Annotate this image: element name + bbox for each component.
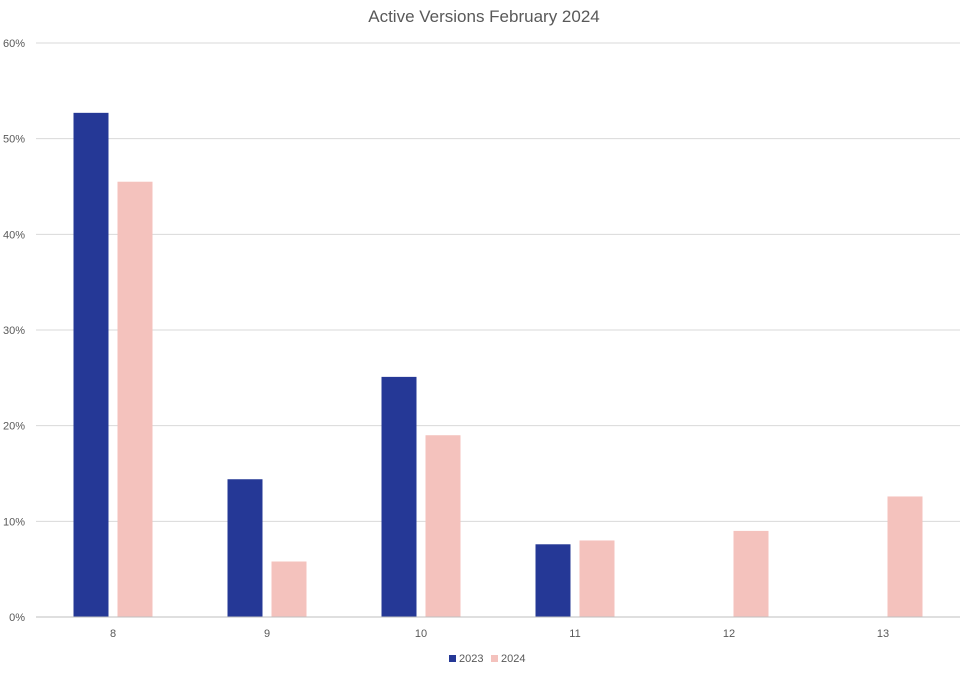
- y-tick-label: 10%: [3, 516, 25, 528]
- x-tick-label: 13: [877, 628, 889, 640]
- legend-label: 2024: [501, 653, 525, 665]
- y-tick-label: 0%: [9, 612, 25, 624]
- bar-2024-11: [579, 540, 615, 617]
- y-tick-label: 60%: [3, 38, 25, 50]
- bar-2024-13: [887, 496, 923, 617]
- x-tick-label: 12: [723, 628, 735, 640]
- legend-label: 2023: [459, 653, 483, 665]
- x-tick-label: 8: [110, 628, 116, 640]
- bar-2024-10: [425, 435, 461, 617]
- y-tick-label: 20%: [3, 421, 25, 433]
- bar-2023-9: [227, 479, 263, 617]
- y-tick-label: 40%: [3, 229, 25, 241]
- y-tick-label: 30%: [3, 325, 25, 337]
- x-tick-label: 10: [415, 628, 427, 640]
- legend-swatch: [449, 655, 456, 662]
- bar-2023-11: [535, 544, 571, 617]
- bar-2024-12: [733, 530, 769, 617]
- bar-2023-10: [381, 376, 417, 617]
- bar-2023-8: [73, 112, 109, 617]
- x-axis-ticks: 8 9 10 11 12 13: [110, 628, 889, 640]
- x-tick-label: 11: [569, 628, 580, 640]
- y-axis-ticks: 0% 10% 20% 30% 40% 50% 60%: [3, 38, 25, 624]
- y-tick-label: 50%: [3, 134, 25, 146]
- gridlines: [36, 42, 960, 522]
- bar-2024-9: [271, 561, 307, 617]
- bars: [73, 112, 923, 617]
- x-tick-label: 9: [264, 628, 270, 640]
- chart-title: Active Versions February 2024: [368, 7, 600, 26]
- bar-2024-8: [117, 181, 153, 617]
- legend-swatch: [491, 655, 498, 662]
- legend: 2023 2024: [449, 653, 525, 665]
